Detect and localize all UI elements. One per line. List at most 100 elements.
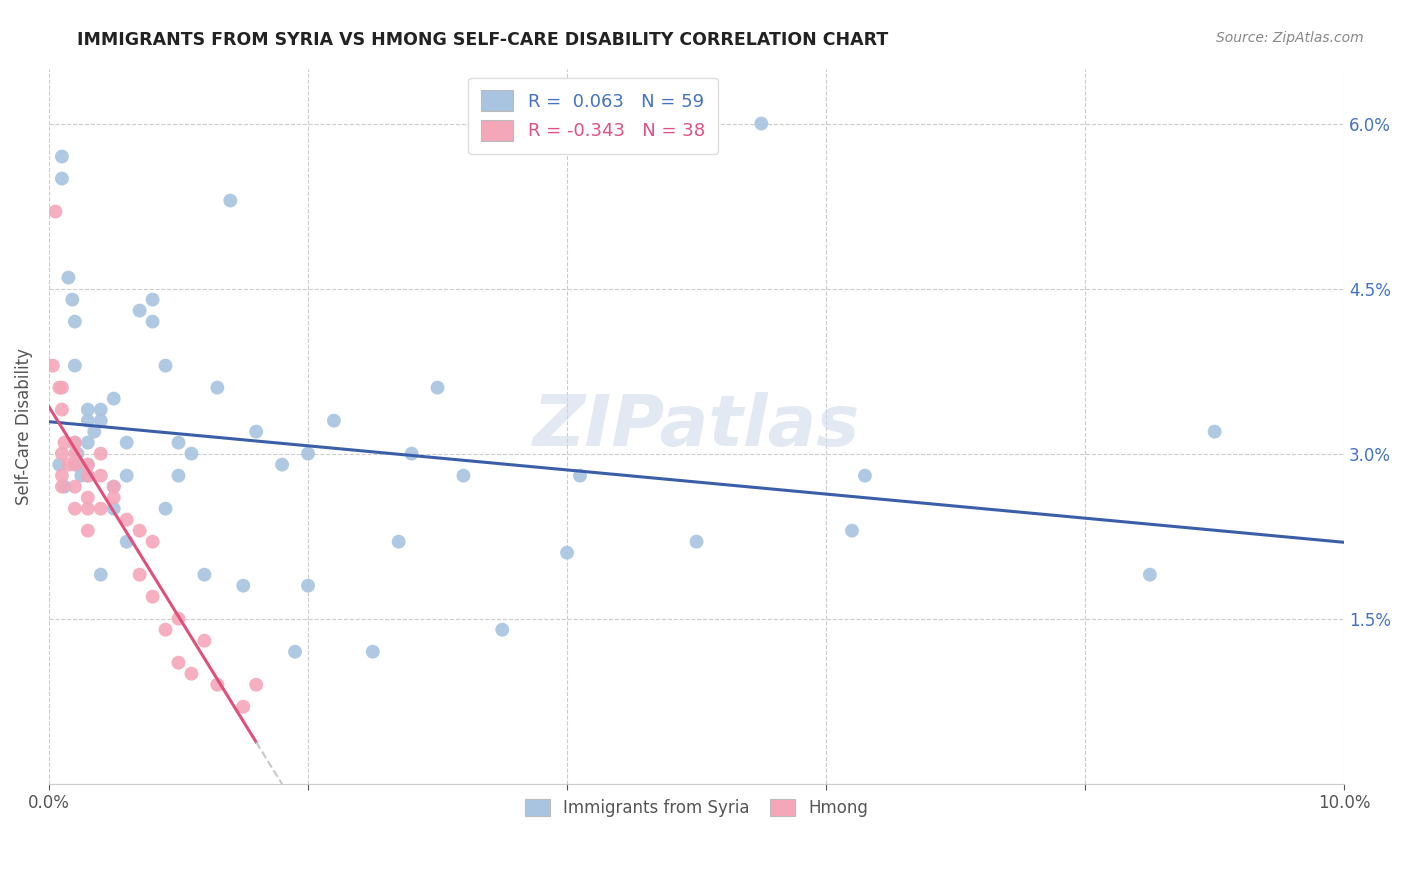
Point <box>297 447 319 461</box>
Point <box>76 501 98 516</box>
Point <box>51 468 73 483</box>
Point <box>685 534 707 549</box>
Point <box>60 293 83 307</box>
Point <box>297 579 319 593</box>
Point <box>63 501 86 516</box>
Point <box>167 612 190 626</box>
Point <box>44 204 66 219</box>
Point <box>90 468 112 483</box>
Point <box>232 699 254 714</box>
Point <box>142 590 165 604</box>
Point <box>115 534 138 549</box>
Point <box>1139 567 1161 582</box>
Point <box>142 293 165 307</box>
Point <box>207 381 229 395</box>
Point <box>51 480 73 494</box>
Point <box>193 633 215 648</box>
Point <box>841 524 863 538</box>
Point <box>115 513 138 527</box>
Point <box>76 468 98 483</box>
Point <box>245 678 267 692</box>
Point <box>491 623 513 637</box>
Point <box>322 414 344 428</box>
Point <box>76 402 98 417</box>
Point <box>66 447 89 461</box>
Legend: Immigrants from Syria, Hmong: Immigrants from Syria, Hmong <box>516 790 876 825</box>
Point <box>76 524 98 538</box>
Point <box>90 402 112 417</box>
Point <box>53 480 76 494</box>
Point <box>749 116 772 130</box>
Point <box>63 359 86 373</box>
Point <box>51 171 73 186</box>
Point <box>76 491 98 505</box>
Point <box>48 381 70 395</box>
Point <box>142 534 165 549</box>
Point <box>569 468 592 483</box>
Point <box>180 447 202 461</box>
Point <box>128 567 150 582</box>
Point <box>51 150 73 164</box>
Point <box>167 468 190 483</box>
Point <box>51 381 73 395</box>
Point <box>180 666 202 681</box>
Point <box>388 534 411 549</box>
Point <box>63 480 86 494</box>
Point <box>167 435 190 450</box>
Point <box>90 501 112 516</box>
Text: IMMIGRANTS FROM SYRIA VS HMONG SELF-CARE DISABILITY CORRELATION CHART: IMMIGRANTS FROM SYRIA VS HMONG SELF-CARE… <box>77 31 889 49</box>
Y-axis label: Self-Care Disability: Self-Care Disability <box>15 348 32 505</box>
Point <box>103 480 125 494</box>
Point <box>42 359 65 373</box>
Point <box>58 458 80 472</box>
Point <box>66 458 89 472</box>
Point <box>53 435 76 450</box>
Point <box>90 447 112 461</box>
Point <box>51 447 73 461</box>
Point <box>155 501 177 516</box>
Point <box>76 458 98 472</box>
Point <box>63 458 86 472</box>
Point <box>128 524 150 538</box>
Point <box>103 501 125 516</box>
Point <box>115 468 138 483</box>
Point <box>76 458 98 472</box>
Point <box>453 468 475 483</box>
Point <box>271 458 294 472</box>
Point <box>128 303 150 318</box>
Point <box>48 458 70 472</box>
Point <box>142 315 165 329</box>
Point <box>76 414 98 428</box>
Point <box>115 435 138 450</box>
Point <box>63 315 86 329</box>
Point <box>219 194 242 208</box>
Point <box>555 546 578 560</box>
Point <box>51 402 73 417</box>
Point <box>63 447 86 461</box>
Point <box>103 392 125 406</box>
Point <box>361 645 384 659</box>
Point <box>90 567 112 582</box>
Point <box>1204 425 1226 439</box>
Point <box>76 468 98 483</box>
Point <box>63 435 86 450</box>
Point <box>155 623 177 637</box>
Point <box>90 414 112 428</box>
Point <box>245 425 267 439</box>
Text: ZIPatlas: ZIPatlas <box>533 392 860 460</box>
Point <box>58 270 80 285</box>
Point <box>426 381 449 395</box>
Point <box>76 435 98 450</box>
Point <box>284 645 307 659</box>
Point <box>167 656 190 670</box>
Text: Source: ZipAtlas.com: Source: ZipAtlas.com <box>1216 31 1364 45</box>
Point <box>83 425 105 439</box>
Point <box>70 468 93 483</box>
Point <box>232 579 254 593</box>
Point <box>853 468 876 483</box>
Point <box>155 359 177 373</box>
Point <box>193 567 215 582</box>
Point <box>63 435 86 450</box>
Point <box>103 491 125 505</box>
Point <box>207 678 229 692</box>
